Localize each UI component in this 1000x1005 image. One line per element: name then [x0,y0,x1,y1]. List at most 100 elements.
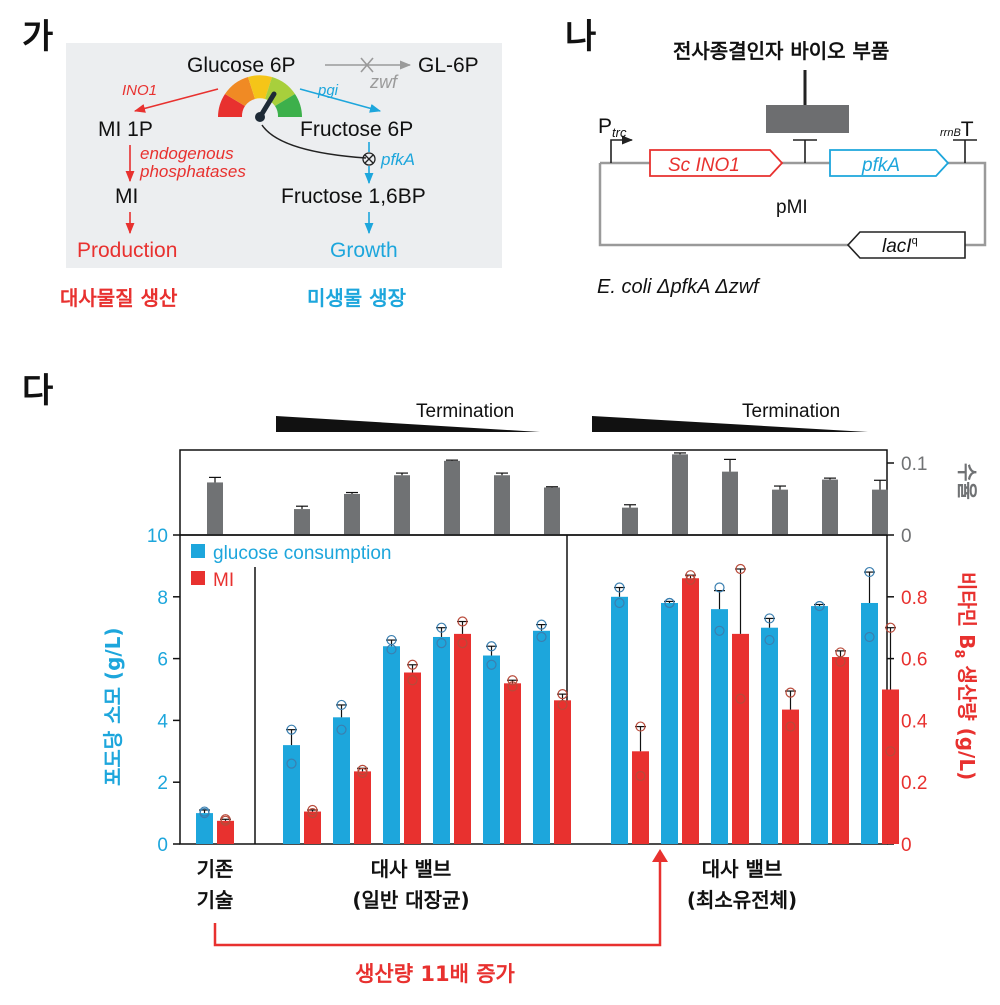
yield-bar [207,482,223,535]
glucose-replicate-point [486,641,497,652]
mi-replicate-point [557,699,568,711]
yield-bar [494,475,510,535]
mi-replicate-point [357,767,368,779]
glucose-replicate-point [614,582,625,593]
left-tick-label: 8 [157,588,168,609]
mi-replicate-point [735,693,746,704]
yield-bar [294,509,310,535]
right-axis-label: 비타민 B8 생산량 (g/L) [951,572,979,780]
main-bars [196,563,899,844]
group-label-valve-ecoli-1: 대사 밸브 [371,857,452,881]
yield-bar [822,479,838,535]
legend-glucose-label: glucose consumption [213,543,392,564]
termination-label-2: Termination [742,401,840,422]
glucose-replicate-point [336,724,347,735]
mi-bar [454,633,471,844]
glucose-replicate-point [864,631,875,643]
metabolite-fructose16bp: Fructose 1,6BP [281,185,426,208]
glucose-replicate-point [536,619,547,630]
mi-bar [354,771,371,844]
enzyme-phosphatases: phosphatases [139,162,246,181]
mi-replicate-point [407,659,418,670]
mi-replicate-point [457,616,468,627]
glucose-replicate-point [386,644,397,655]
right-tick-label: 0.2 [901,773,927,794]
right-tick-label: 0.8 [901,588,927,609]
glucose-bar [661,602,678,844]
increase-arrow-head [652,849,668,862]
left-tick-label: 4 [157,711,168,732]
glucose-replicate-point [336,699,347,711]
mi-replicate-point [457,638,468,649]
gene-ino1-box [649,149,784,177]
termination-label-1: Termination [416,401,514,422]
glucose-replicate-point [664,597,675,609]
mi-bar [732,633,749,844]
glucose-bar [283,745,300,844]
termination-wedge-1 [276,416,540,432]
glucose-replicate-point [764,634,775,646]
promoter-ptrc-icon [610,135,634,163]
glucose-bar [761,627,778,844]
rrnb-terminator-icon [953,139,977,163]
group-label-prior-2: 기술 [197,888,234,912]
mi-bar [632,751,649,844]
mi-bar [832,657,849,844]
pathway-background [66,43,502,268]
ino1-arrow [133,88,219,113]
metabolite-fructose6p: Fructose 6P [300,118,413,141]
mi-bar [682,578,699,844]
mi-replicate-point [220,815,231,826]
outcome-growth: Growth [330,239,398,262]
zwf-knockout-icon [360,57,374,73]
increase-arrow [213,860,662,947]
left-tick-label: 10 [147,526,168,547]
mi-bar [304,811,321,844]
terminator-library-title: 전사종결인자 바이오 부품 [673,39,889,63]
glucose-bar [333,717,350,844]
gene-pfka-label: pfkA [861,155,900,176]
gene-ino1: INO1 [122,82,157,99]
promoter-label: Ptrc [598,115,627,140]
mi-replicate-point [885,622,896,633]
caption-growth: 미생물 생장 [307,286,407,310]
metabolite-glucose6p: Glucose 6P [187,54,296,77]
left-tick-label: 0 [157,835,168,856]
right-tick-label: 0.6 [901,650,927,671]
glucose-replicate-point [764,613,775,624]
host-strain: E. coli ΔpfkA Δzwf [597,276,761,298]
mi-bar [404,672,421,844]
gene-pfka: pfkA [380,150,415,169]
termination-wedge-2 [592,416,868,432]
mi-replicate-point [307,804,318,816]
glucose-replicate-point [286,758,297,769]
glucose-replicate-point [199,807,210,819]
glucose-replicate-point [436,622,447,633]
mi-bar [217,820,234,844]
yield-bars [207,452,888,535]
yield-bar [872,489,888,535]
mi-replicate-point [735,563,746,575]
glucose-replicate-point [286,724,297,735]
mi-bar [554,700,571,844]
glucose-bar [861,602,878,844]
yield-tick-0: 0 [901,526,912,547]
legend-mi-swatch [191,571,205,585]
mi-replicate-point [407,675,418,686]
metabolite-mi: MI [115,185,138,208]
gene-pgi: pgi [317,82,339,99]
gene-laci-label: lacIq [882,235,918,257]
mi-replicate-point [357,764,368,775]
glucose-replicate-point [864,566,875,578]
caption-production: 대사물질 생산 [60,286,178,310]
panel-label-a: 가 [22,17,53,57]
yield-bar [622,507,638,535]
glucose-replicate-point [436,638,447,649]
mi-replicate-point [785,721,796,732]
yield-bar [544,487,560,535]
glucose-bar [533,630,550,844]
left-tick-label: 6 [157,650,168,671]
terminator-icon [793,139,817,163]
mi-replicate-point [507,681,518,692]
left-axis-label: 포도당 소모 (g/L) [101,627,125,786]
